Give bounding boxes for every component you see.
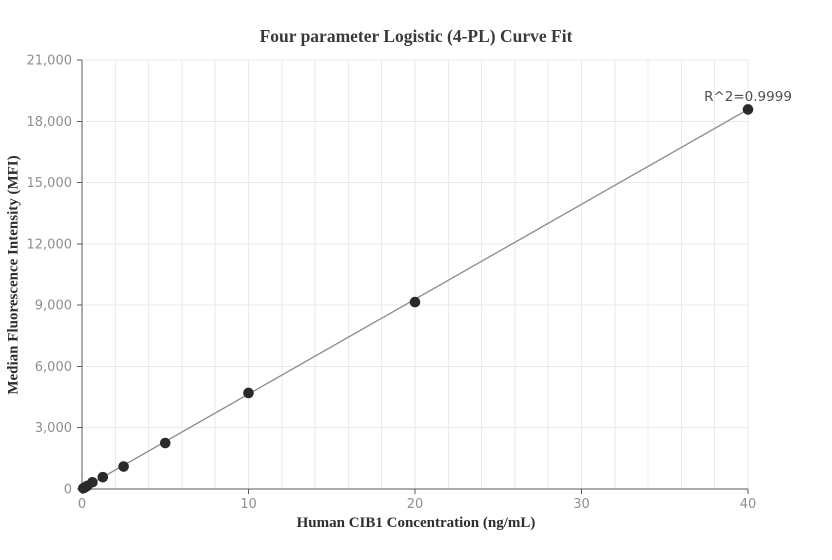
y-tick-label: 18,000	[27, 115, 73, 130]
x-tick-label: 40	[740, 497, 757, 512]
data-point	[118, 461, 129, 472]
data-point	[243, 387, 254, 399]
chart-title: Four parameter Logistic (4-PL) Curve Fit	[259, 26, 573, 46]
y-tick-label: 3,000	[35, 421, 72, 436]
y-tick-label: 15,000	[27, 176, 73, 191]
y-tick-label: 0	[64, 483, 72, 498]
x-axis-title: Human CIB1 Concentration (ng/mL)	[296, 515, 536, 531]
y-tick-label: 6,000	[35, 360, 72, 375]
r-squared-annotation: R^2=0.9999	[704, 89, 792, 105]
data-point	[742, 104, 754, 115]
y-tick-label: 21,000	[27, 54, 73, 69]
data-point	[87, 476, 98, 488]
x-tick-label: 20	[407, 497, 424, 512]
y-tick-label: 12,000	[27, 237, 73, 252]
data-point	[97, 471, 109, 483]
x-tick-label: 30	[573, 497, 590, 512]
data-point	[409, 296, 421, 308]
y-tick-label: 9,000	[35, 299, 72, 314]
data-point	[159, 437, 171, 449]
x-tick-label: 10	[240, 497, 257, 512]
x-tick-label: 0	[78, 497, 86, 512]
